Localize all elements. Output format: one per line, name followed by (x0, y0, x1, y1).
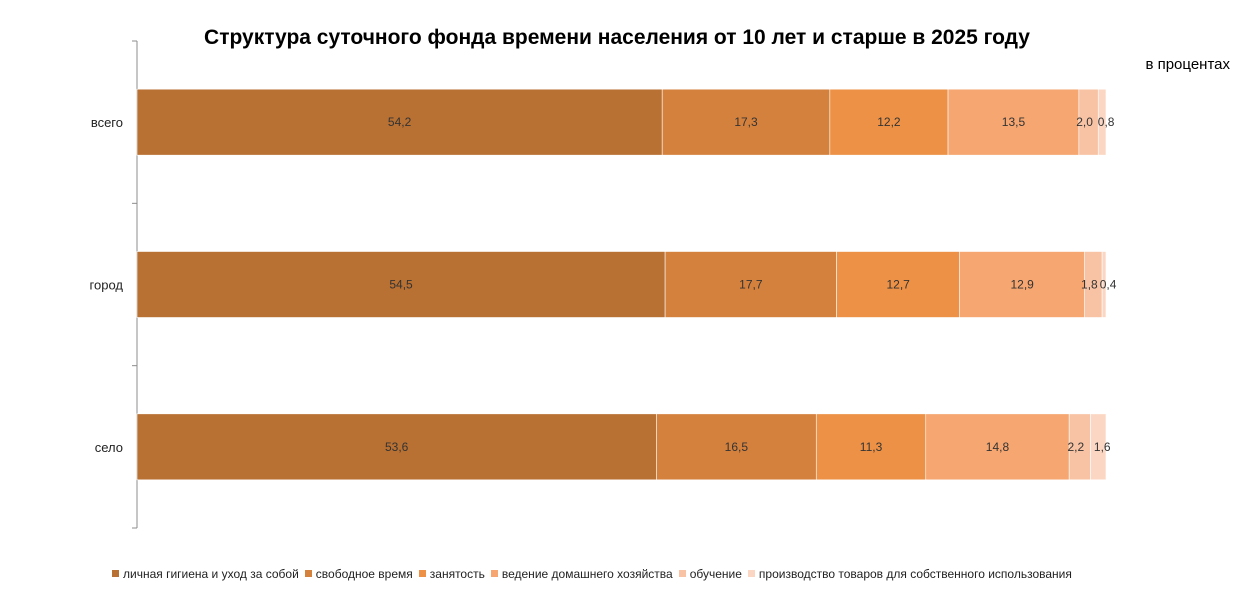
bar-segment (664, 251, 837, 318)
data-label: 12,9 (1011, 278, 1035, 292)
category-label: всего (91, 115, 123, 130)
bar-segment (947, 88, 1080, 156)
legend-swatch (418, 570, 426, 577)
legend-label: производство товаров для собственного ис… (758, 567, 1072, 581)
legend-item: личная гигиена и уход за собой (112, 567, 299, 581)
data-label: 2,2 (1067, 440, 1084, 454)
legend-swatch (747, 570, 755, 577)
data-label: 17,3 (734, 115, 758, 129)
legend-label: личная гигиена и уход за собой (123, 567, 299, 581)
chart-legend: личная гигиена и уход за собой свободное … (112, 567, 1078, 581)
data-label: 12,7 (886, 278, 910, 292)
data-label: 1,6 (1094, 440, 1111, 454)
category-label: город (90, 278, 124, 293)
bar-segment (136, 251, 666, 318)
legend-item: обучение (678, 567, 742, 581)
legend-item: ведение домашнего хозяйства (490, 567, 673, 581)
bar-segment (1097, 88, 1107, 156)
data-label: 17,7 (739, 278, 763, 292)
bar-segment (1101, 251, 1107, 318)
unit-label: в процентах (1145, 56, 1230, 73)
legend-swatch (678, 570, 686, 577)
chart-title: Структура суточного фонда времени населе… (204, 26, 1030, 49)
legend-label: обучение (689, 567, 742, 581)
legend-item: производство товаров для собственного ис… (747, 567, 1072, 581)
data-label: 54,2 (388, 115, 412, 129)
data-label: 1,8 (1081, 278, 1098, 292)
category-label: село (95, 440, 123, 455)
legend-swatch (112, 570, 119, 577)
bar-segment (136, 88, 663, 156)
data-label: 14,8 (986, 440, 1010, 454)
legend-swatch (304, 570, 312, 577)
data-label: 11,3 (860, 440, 883, 454)
data-label: 13,5 (1002, 115, 1026, 129)
bar-segment (815, 413, 927, 481)
data-label: 16,5 (725, 440, 749, 454)
data-label: 2,0 (1076, 115, 1093, 129)
data-label: 0,4 (1100, 278, 1117, 292)
bar-segment (829, 88, 949, 156)
legend-item: свободное время (304, 567, 413, 581)
data-label: 12,2 (877, 115, 901, 129)
bar-segment (661, 88, 831, 156)
bar-segment (925, 413, 1070, 481)
legend-label: занятость (429, 567, 485, 581)
data-label: 54,5 (389, 278, 413, 292)
legend-label: ведение домашнего хозяйства (501, 567, 673, 581)
bar-segment (136, 413, 657, 481)
legend-swatch (490, 570, 498, 577)
bar-segment (836, 251, 960, 318)
data-label: 53,6 (385, 440, 409, 454)
bar-segment (1090, 413, 1107, 481)
legend-item: занятость (418, 567, 485, 581)
stacked-bar-chart: всего 54,2 17,3 12,2 13,5 2,0 0,8 город 54,5 17,7… (90, 40, 1117, 529)
legend-label: свободное время (315, 567, 413, 581)
data-label: 0,8 (1098, 115, 1115, 129)
